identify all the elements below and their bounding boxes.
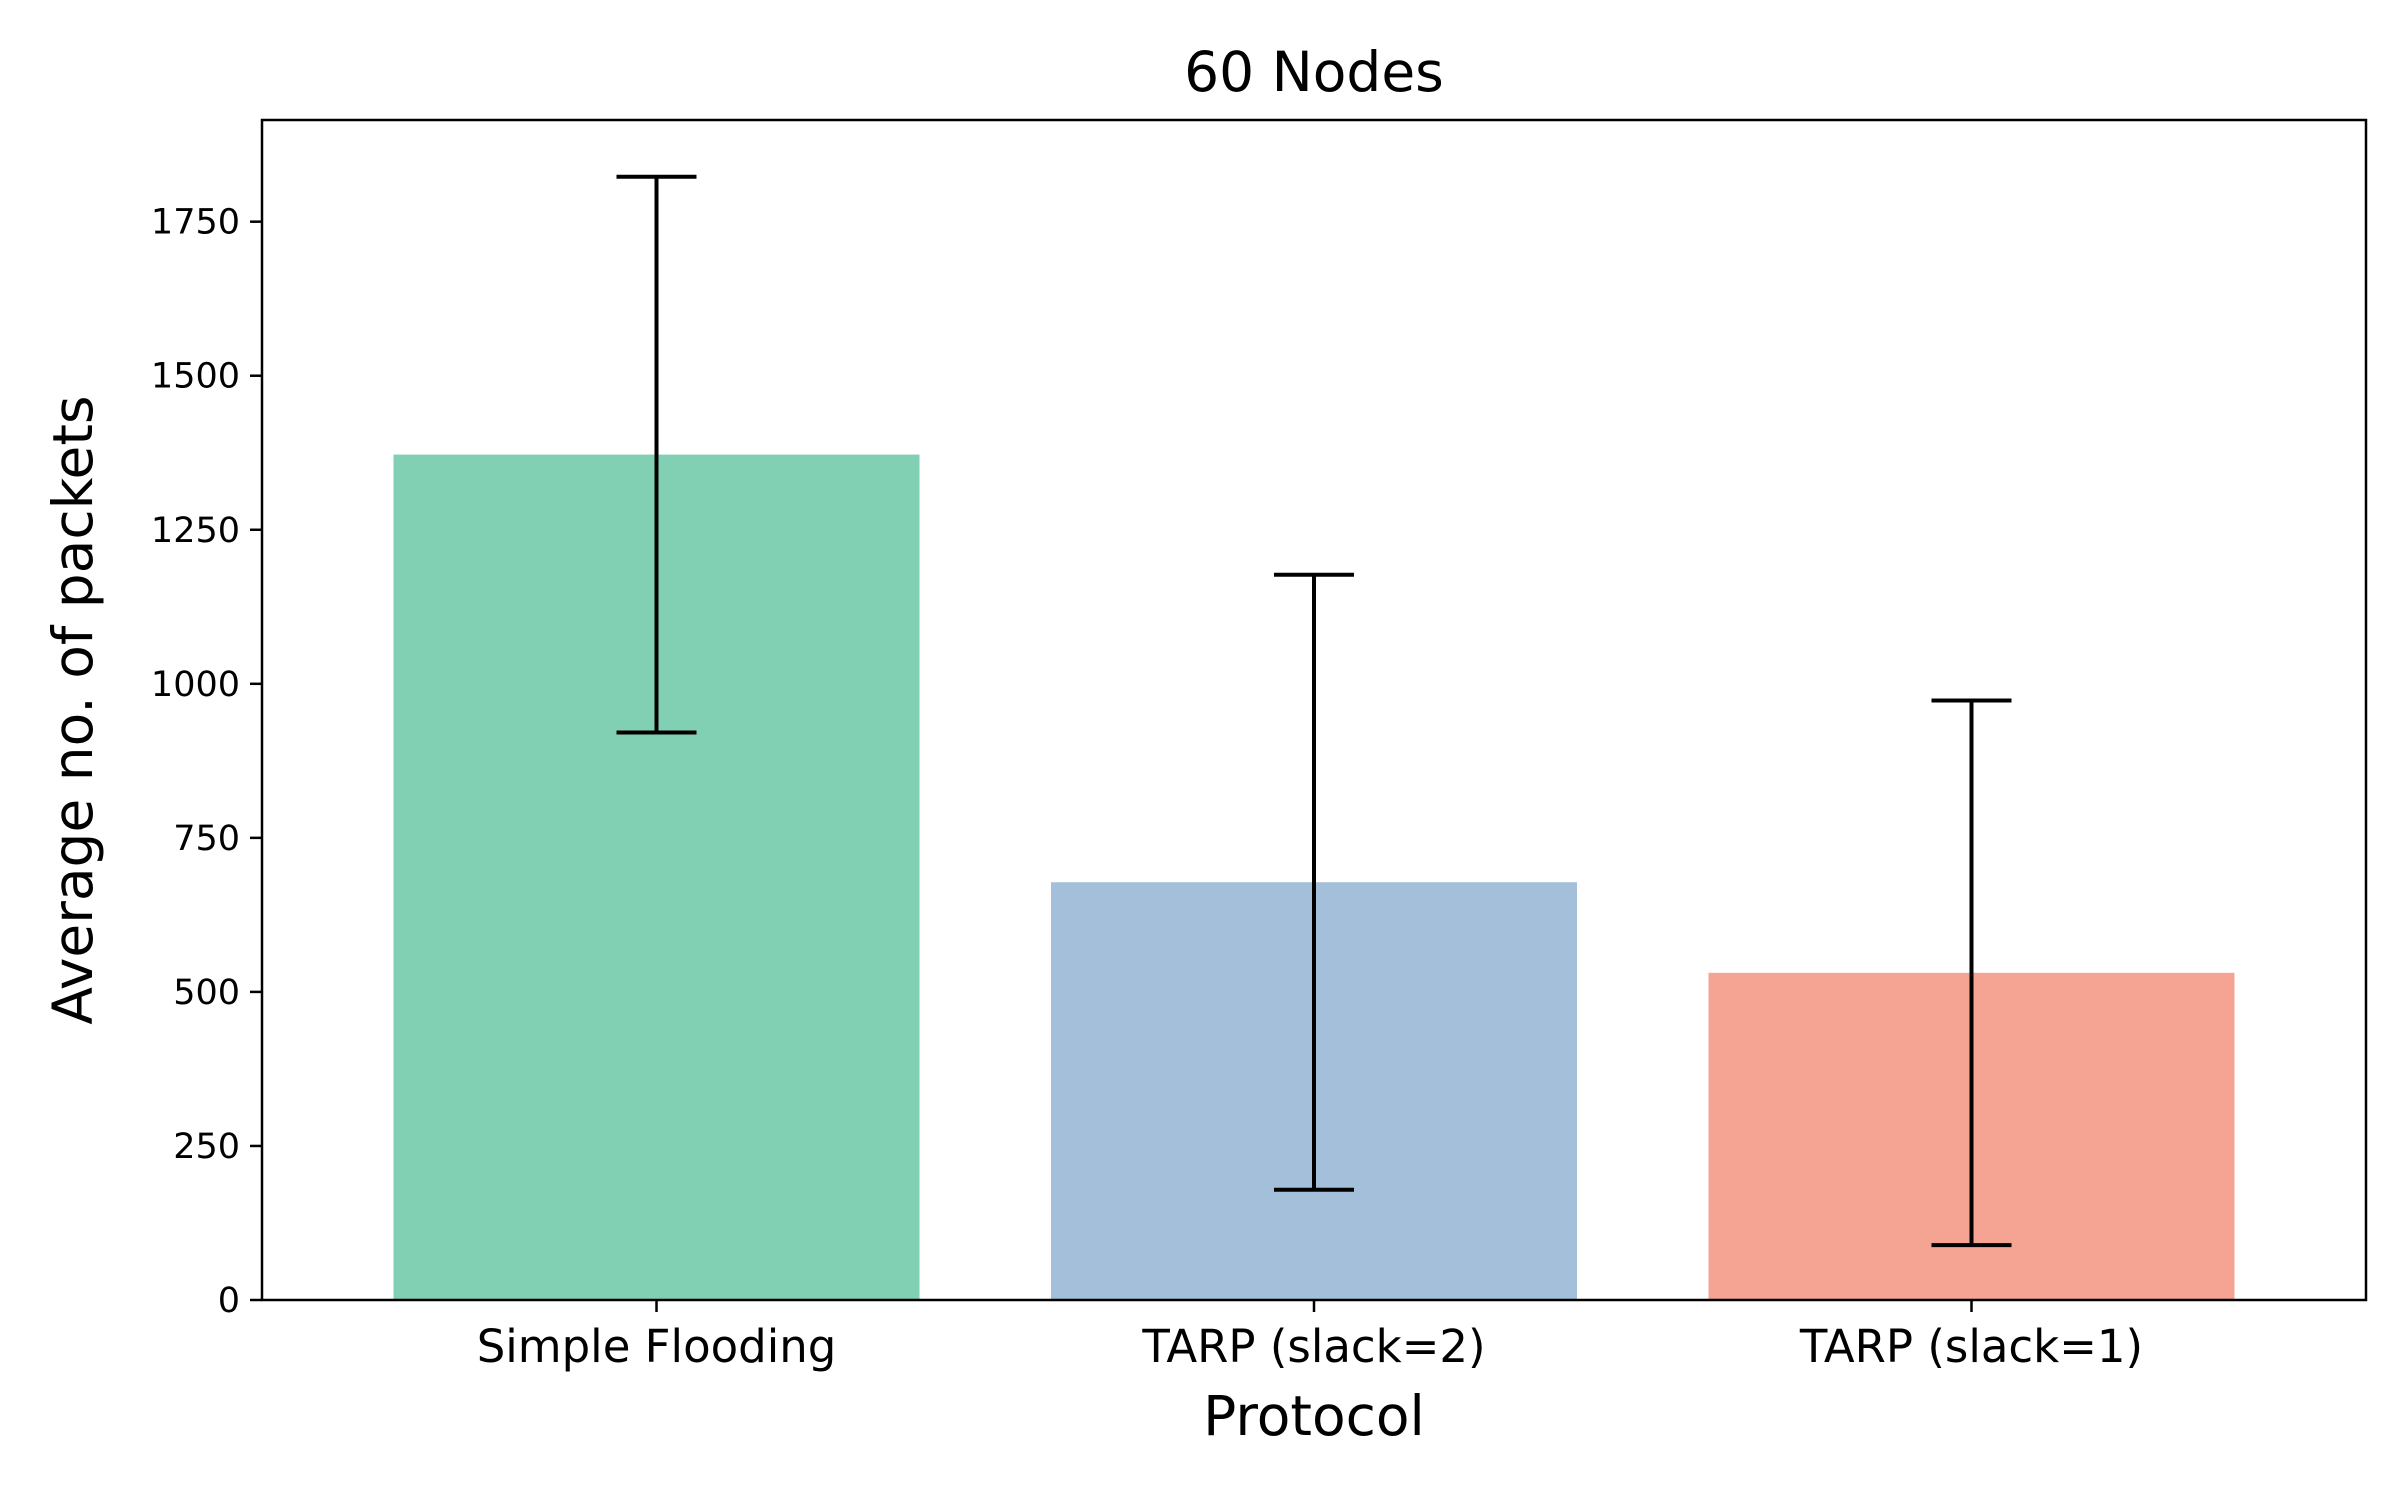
y-tick-label: 1250 [151, 511, 240, 551]
y-tick-label: 0 [218, 1281, 240, 1321]
y-tick-label: 750 [173, 819, 240, 859]
x-axis-label: Protocol [1203, 1384, 1425, 1448]
y-tick-label: 1000 [151, 665, 240, 705]
y-tick-label: 500 [173, 973, 240, 1013]
y-axis: 0 250 500 750 1000 1250 1500 1750 [151, 203, 262, 1321]
x-tick-label: TARP (slack=1) [1799, 1320, 2143, 1373]
y-axis-label: Average no. of packets [41, 395, 105, 1024]
x-tick-label: Simple Flooding [477, 1320, 837, 1373]
y-tick-label: 1750 [151, 203, 240, 243]
y-tick-label: 1500 [151, 357, 240, 397]
error-bars-group [616, 174, 2012, 1248]
chart-title: 60 Nodes [1184, 40, 1444, 104]
y-tick-label: 250 [173, 1127, 240, 1167]
x-axis: Simple Flooding TARP (slack=2) TARP (slack… [477, 1300, 2143, 1373]
x-tick-label: TARP (slack=2) [1141, 1320, 1485, 1373]
plot-frame [260, 118, 2368, 1302]
